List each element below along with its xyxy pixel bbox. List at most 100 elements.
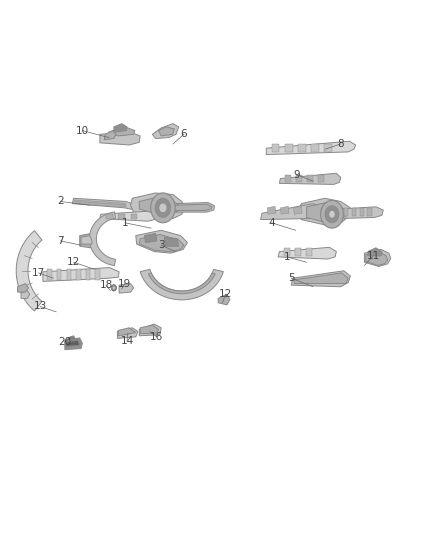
Polygon shape [307, 203, 347, 223]
Polygon shape [74, 201, 126, 207]
Text: 16: 16 [150, 332, 163, 342]
Circle shape [321, 200, 343, 228]
Polygon shape [74, 200, 126, 205]
Polygon shape [280, 206, 289, 214]
Polygon shape [140, 269, 223, 300]
Polygon shape [293, 206, 302, 214]
Polygon shape [306, 248, 312, 256]
Polygon shape [279, 173, 341, 184]
Text: 9: 9 [293, 170, 300, 180]
Circle shape [329, 211, 335, 218]
Polygon shape [272, 144, 279, 152]
Polygon shape [57, 269, 61, 280]
Polygon shape [366, 252, 388, 265]
Text: 10: 10 [76, 126, 89, 135]
Text: 5: 5 [288, 273, 295, 283]
Polygon shape [148, 273, 215, 294]
Polygon shape [344, 208, 348, 216]
Polygon shape [152, 124, 179, 139]
Polygon shape [291, 271, 350, 287]
Polygon shape [298, 198, 350, 225]
Text: 1: 1 [121, 218, 128, 228]
Text: 13: 13 [34, 302, 47, 311]
Polygon shape [104, 131, 116, 140]
Polygon shape [139, 197, 179, 214]
Text: 1: 1 [283, 252, 290, 262]
Polygon shape [109, 127, 135, 136]
Polygon shape [164, 237, 179, 246]
Polygon shape [21, 290, 30, 298]
Circle shape [325, 206, 339, 223]
Polygon shape [118, 214, 125, 219]
Circle shape [111, 285, 117, 291]
Polygon shape [47, 269, 52, 280]
Polygon shape [218, 294, 230, 305]
Polygon shape [100, 132, 140, 145]
Polygon shape [298, 144, 306, 152]
Polygon shape [66, 340, 80, 346]
Polygon shape [172, 203, 215, 212]
Text: 8: 8 [337, 139, 344, 149]
Circle shape [113, 286, 115, 289]
Polygon shape [68, 336, 75, 341]
Polygon shape [284, 248, 290, 256]
Polygon shape [118, 328, 136, 336]
Polygon shape [100, 211, 160, 221]
Polygon shape [81, 236, 92, 244]
Polygon shape [285, 175, 291, 182]
Polygon shape [16, 231, 42, 311]
Polygon shape [324, 144, 332, 152]
Polygon shape [159, 127, 174, 136]
Text: 19: 19 [118, 279, 131, 288]
Polygon shape [367, 208, 372, 216]
Polygon shape [18, 284, 28, 292]
Polygon shape [67, 269, 71, 280]
Text: 7: 7 [57, 236, 64, 246]
Polygon shape [368, 248, 382, 256]
Polygon shape [307, 175, 313, 182]
Polygon shape [131, 214, 137, 219]
Polygon shape [65, 338, 82, 350]
Text: 12: 12 [67, 257, 80, 267]
Polygon shape [95, 269, 100, 280]
Text: 17: 17 [32, 268, 45, 278]
Polygon shape [140, 325, 159, 334]
Text: 2: 2 [57, 197, 64, 206]
Polygon shape [360, 208, 364, 216]
Circle shape [155, 198, 171, 217]
Polygon shape [285, 144, 293, 152]
Polygon shape [339, 207, 383, 219]
Polygon shape [145, 233, 157, 243]
Polygon shape [311, 144, 319, 152]
Text: 4: 4 [268, 218, 275, 228]
Polygon shape [106, 214, 113, 219]
Polygon shape [43, 268, 119, 281]
Polygon shape [266, 141, 356, 155]
Polygon shape [114, 124, 127, 132]
Polygon shape [267, 206, 276, 214]
Polygon shape [295, 248, 301, 256]
Text: 14: 14 [120, 336, 134, 346]
Polygon shape [136, 230, 187, 253]
Polygon shape [352, 208, 356, 216]
Polygon shape [139, 324, 161, 336]
Polygon shape [131, 193, 185, 219]
Polygon shape [89, 212, 116, 265]
Circle shape [151, 193, 175, 223]
Text: 12: 12 [219, 289, 232, 299]
Polygon shape [139, 235, 184, 252]
Polygon shape [294, 273, 348, 284]
Polygon shape [119, 284, 134, 293]
Polygon shape [261, 204, 328, 220]
Polygon shape [296, 175, 302, 182]
Text: 6: 6 [180, 130, 187, 139]
Text: 3: 3 [158, 240, 165, 250]
Polygon shape [364, 249, 391, 266]
Polygon shape [86, 269, 90, 280]
Circle shape [159, 203, 167, 213]
Polygon shape [80, 233, 94, 248]
Polygon shape [76, 269, 81, 280]
Polygon shape [72, 198, 141, 211]
Polygon shape [117, 328, 138, 338]
Text: 11: 11 [367, 251, 380, 261]
